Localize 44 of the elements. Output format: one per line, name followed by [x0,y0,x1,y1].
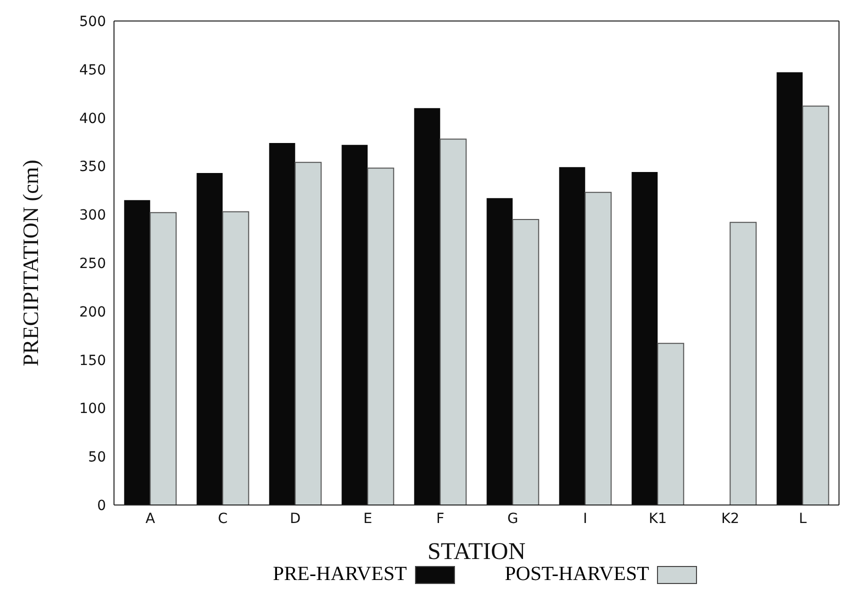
bar [342,144,368,505]
bar [124,200,150,505]
x-tick-label: D [290,510,301,527]
y-tick-label: 250 [79,256,106,272]
x-axis-title: STATION [427,539,526,565]
y-tick-label: 500 [79,14,106,30]
legend-label: POST-HARVEST [504,563,650,586]
bar [802,106,830,505]
y-tick-label: 100 [79,401,106,418]
y-axis-title: PRECIPITATION (cm) [18,160,43,366]
bar [294,162,322,505]
legend-label: PRE-HARVEST [272,563,407,586]
bar [196,172,223,505]
x-tick-label: C [218,510,228,527]
bar [367,168,394,505]
y-tick-label: 450 [79,62,106,78]
y-tick-label: 400 [79,110,106,127]
bar [512,218,540,505]
x-tick-label: L [798,510,807,527]
x-tick-label: A [145,510,156,527]
bar [584,192,612,505]
bar [559,167,586,505]
x-tick-label: G [507,510,518,527]
bar [486,198,513,505]
y-tick-label: 50 [88,450,106,466]
x-tick-label: E [363,510,372,527]
bar [269,142,296,505]
bar [657,342,684,505]
y-tick-label: 350 [79,159,106,176]
bar [440,138,467,505]
x-tick-label: I [583,510,588,527]
bar [632,172,658,505]
bar [776,72,803,505]
bar [414,108,440,505]
x-tick-label: K1 [648,510,667,527]
bar [222,211,250,505]
x-tick-label: F [436,510,444,527]
bar [730,222,757,505]
y-tick-label: 0 [97,498,106,514]
x-tick-label: K2 [721,510,740,527]
y-tick-label: 300 [79,208,106,224]
y-tick-label: 200 [79,304,106,320]
bar [150,212,177,505]
y-tick-label: 150 [79,352,106,369]
